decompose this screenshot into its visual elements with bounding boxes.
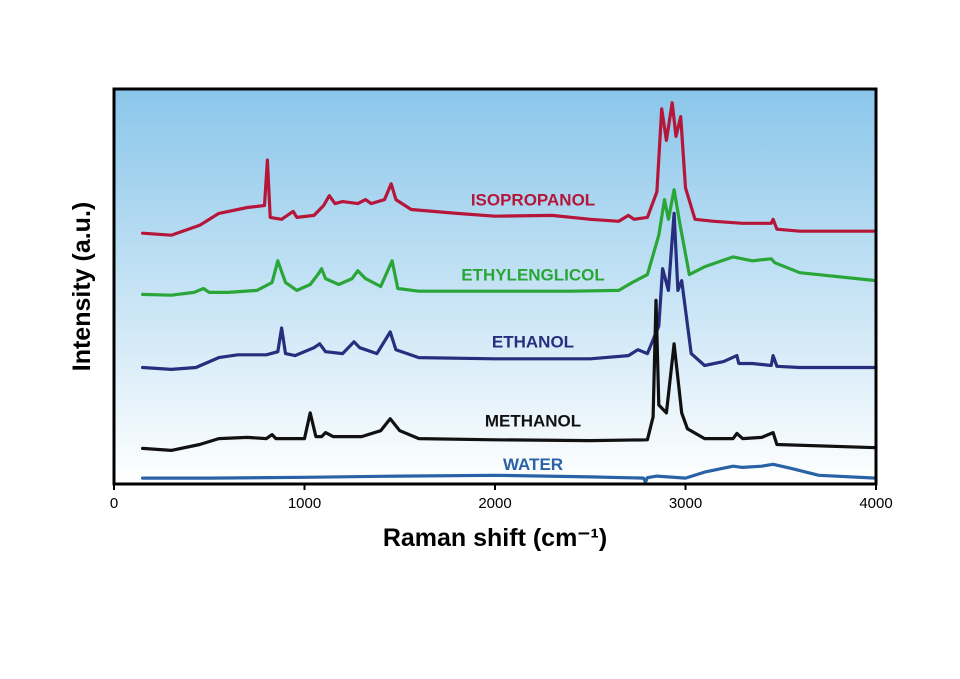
series-label-methanol: METHANOL [485, 412, 581, 431]
series-label-ethanol: ETHANOL [492, 333, 574, 352]
plot-area [114, 89, 876, 484]
x-tick-label: 0 [110, 495, 118, 512]
series-line-ethylenglicol [141, 188, 878, 297]
x-tick-label: 4000 [859, 495, 892, 512]
x-tick-label: 2000 [478, 495, 511, 512]
x-axis-title: Raman shift (cm⁻¹) [383, 524, 607, 552]
series-label-water: WATER [503, 455, 563, 474]
series-line-ethanol [141, 211, 878, 371]
series-group: ISOPROPANOL ETHYLENGLICOL ETHANOL METHANOL W… [141, 101, 878, 484]
series-line-methanol [141, 298, 878, 452]
x-tick-label: 1000 [288, 495, 321, 512]
x-axis: 0 1000 2000 3000 4000 [110, 484, 893, 512]
y-axis-title: Intensity (a.u.) [68, 202, 96, 371]
series-label-isopropanol: ISOPROPANOL [471, 191, 595, 210]
x-tick-label: 3000 [669, 495, 702, 512]
series-line-water [141, 462, 878, 484]
series-line-isopropanol [141, 101, 878, 237]
series-label-ethylenglicol: ETHYLENGLICOL [461, 266, 605, 285]
